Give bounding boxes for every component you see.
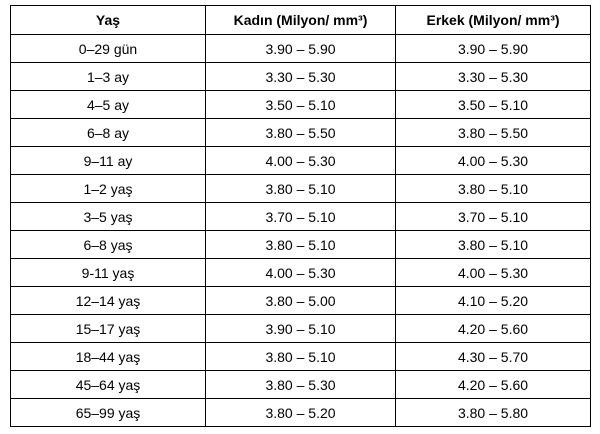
table-row: 6–8 ay 3.80 – 5.50 3.80 – 5.50 (10, 118, 591, 147)
table-cell: 4.30 – 5.70 (395, 342, 591, 371)
header-cell: Kadın (Milyon/ mm³) (205, 5, 396, 35)
table-cell: 18–44 yaş (10, 342, 206, 371)
table-cell: 3.50 – 5.10 (205, 90, 396, 119)
header-row: Yaş Kadın (Milyon/ mm³) Erkek (Milyon/ mm³… (10, 5, 591, 35)
table-cell: 3.80 – 5.50 (395, 118, 591, 147)
table-cell: 3.50 – 5.10 (395, 90, 591, 119)
table-cell: 4.00 – 5.30 (395, 258, 591, 287)
table-cell: 3.80 – 5.30 (205, 370, 396, 399)
table-cell: 3.90 – 5.90 (395, 34, 591, 63)
table-row: 9–11 ay 4.00 – 5.30 4.00 – 5.30 (10, 146, 591, 175)
header-cell: Erkek (Milyon/ mm³) (395, 5, 591, 35)
table-cell: 3.30 – 5.30 (395, 62, 591, 91)
table-cell: 4.20 – 5.60 (395, 314, 591, 343)
table-row: 1–3 ay 3.30 – 5.30 3.30 – 5.30 (10, 62, 591, 91)
table-cell: 3.70 – 5.10 (205, 202, 396, 231)
header-cell: Yaş (10, 5, 206, 35)
table-row: 45–64 yaş 3.80 – 5.30 4.20 – 5.60 (10, 370, 591, 399)
table-cell: 4.10 – 5.20 (395, 286, 591, 315)
table-cell: 4.20 – 5.60 (395, 370, 591, 399)
table-cell: 1–3 ay (10, 62, 206, 91)
table-cell: 3.80 – 5.80 (395, 398, 591, 427)
table-cell: 3–5 yaş (10, 202, 206, 231)
table-header: Yaş Kadın (Milyon/ mm³) Erkek (Milyon/ mm³… (10, 5, 591, 35)
table-cell: 3.80 – 5.50 (205, 118, 396, 147)
table-cell: 9-11 yaş (10, 258, 206, 287)
table-cell: 3.90 – 5.90 (205, 34, 396, 63)
table-cell: 3.80 – 5.10 (205, 342, 396, 371)
table-cell: 3.80 – 5.10 (205, 174, 396, 203)
table-cell: 4.00 – 5.30 (205, 146, 396, 175)
table-cell: 3.90 – 5.10 (205, 314, 396, 343)
table-row: 6–8 yaş 3.80 – 5.10 3.80 – 5.10 (10, 230, 591, 259)
table-cell: 3.80 – 5.10 (205, 230, 396, 259)
table-body: 0–29 gün 3.90 – 5.90 3.90 – 5.90 1–3 ay 3.30… (10, 34, 591, 427)
table-row: 65–99 yaş 3.80 – 5.20 3.80 – 5.80 (10, 398, 591, 427)
table-cell: 12–14 yaş (10, 286, 206, 315)
table-cell: 65–99 yaş (10, 398, 206, 427)
table-row: 3–5 yaş 3.70 – 5.10 3.70 – 5.10 (10, 202, 591, 231)
table-row: 9-11 yaş 4.00 – 5.30 4.00 – 5.30 (10, 258, 591, 287)
table-cell: 4.00 – 5.30 (205, 258, 396, 287)
table-cell: 3.70 – 5.10 (395, 202, 591, 231)
table-cell: 6–8 ay (10, 118, 206, 147)
table-row: 12–14 yaş 3.80 – 5.00 4.10 – 5.20 (10, 286, 591, 315)
table-cell: 4.00 – 5.30 (395, 146, 591, 175)
table-row: 18–44 yaş 3.80 – 5.10 4.30 – 5.70 (10, 342, 591, 371)
table-cell: 4–5 ay (10, 90, 206, 119)
table-cell: 3.80 – 5.20 (205, 398, 396, 427)
table-cell: 3.80 – 5.10 (395, 230, 591, 259)
table-row: 1–2 yaş 3.80 – 5.10 3.80 – 5.10 (10, 174, 591, 203)
data-table: Yaş Kadın (Milyon/ mm³) Erkek (Milyon/ mm³… (10, 5, 591, 427)
table-row: 15–17 yaş 3.90 – 5.10 4.20 – 5.60 (10, 314, 591, 343)
table-cell: 9–11 ay (10, 146, 206, 175)
table-cell: 15–17 yaş (10, 314, 206, 343)
table-cell: 3.30 – 5.30 (205, 62, 396, 91)
table-cell: 3.80 – 5.00 (205, 286, 396, 315)
table-row: 0–29 gün 3.90 – 5.90 3.90 – 5.90 (10, 34, 591, 63)
table-cell: 1–2 yaş (10, 174, 206, 203)
table-cell: 0–29 gün (10, 34, 206, 63)
table-cell: 6–8 yaş (10, 230, 206, 259)
table-cell: 45–64 yaş (10, 370, 206, 399)
table-row: 4–5 ay 3.50 – 5.10 3.50 – 5.10 (10, 90, 591, 119)
table-cell: 3.80 – 5.10 (395, 174, 591, 203)
